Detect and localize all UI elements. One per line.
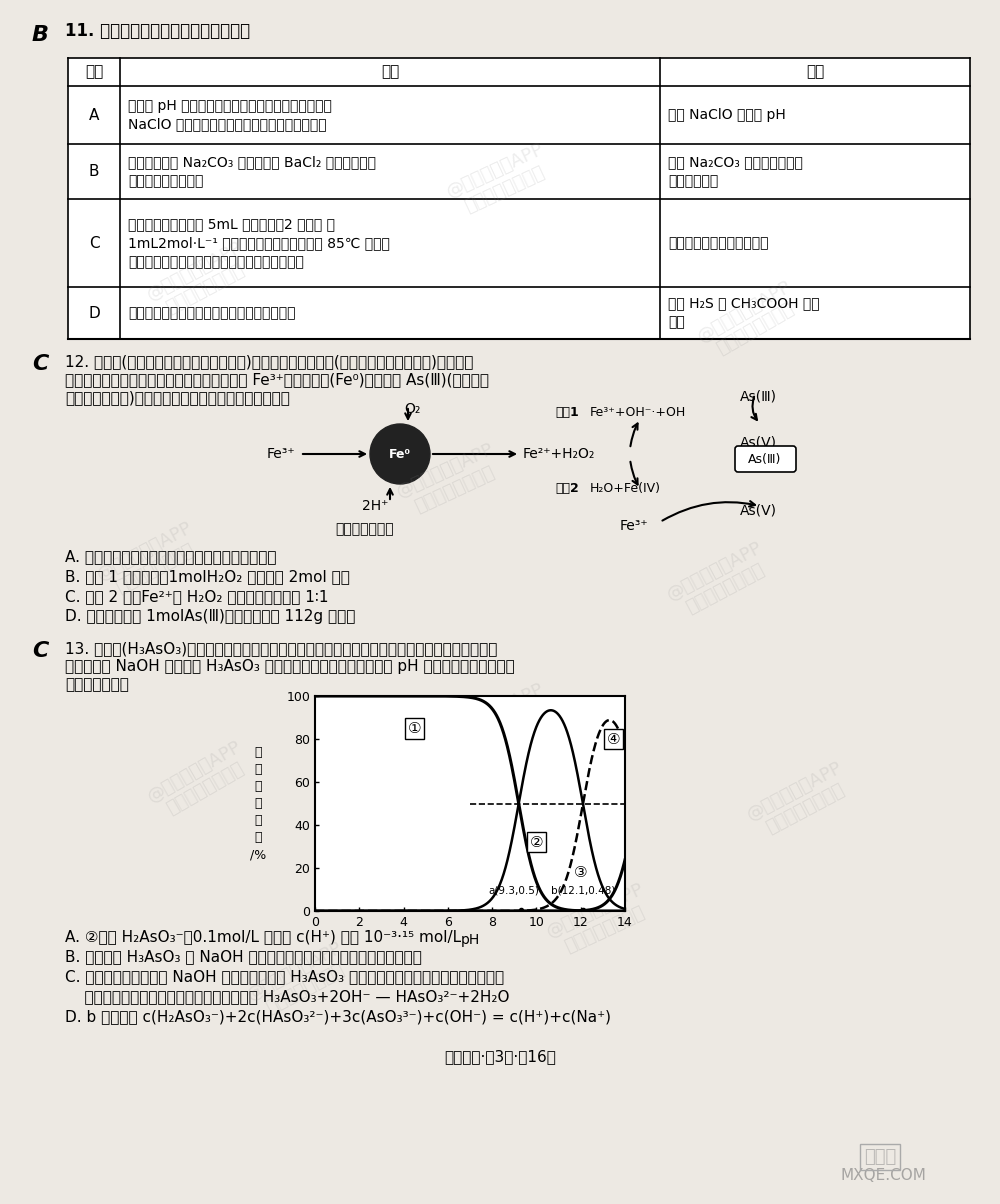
Text: ②: ②	[530, 834, 543, 850]
Text: Fe²⁺+H₂O₂: Fe²⁺+H₂O₂	[523, 447, 595, 461]
Text: C: C	[32, 354, 48, 374]
Text: 说法不正确的是: 说法不正确的是	[65, 677, 129, 692]
Text: @高考直通车APP
海量真题免费下载: @高考直通车APP 海量真题免费下载	[144, 238, 256, 321]
Text: 证明 Na₂CO₃ 溶液中存在碳酸
根的水解平衡: 证明 Na₂CO₃ 溶液中存在碳酸 根的水解平衡	[668, 155, 803, 188]
Text: @高考直通车APP
海量真题免费下载: @高考直通车APP 海量真题免费下载	[695, 277, 805, 364]
Text: D. 若要氧化去除 1molAs(Ⅲ)，则至少需要 112g 纳米鐵: D. 若要氧化去除 1molAs(Ⅲ)，则至少需要 112g 纳米鐵	[65, 609, 355, 624]
Text: @高考直通车APP
海量真题免费下载: @高考直通车APP 海量真题免费下载	[444, 680, 556, 760]
Text: 有机、无机污染物，通过番石榴叶提取液还原 Fe³⁺制备纳米铁(Fe⁰)氧化去除 As(Ⅲ)(罗马数字: 有机、无机污染物，通过番石榴叶提取液还原 Fe³⁺制备纳米铁(Fe⁰)氧化去除 …	[65, 372, 489, 386]
Text: 答案圈: 答案圈	[864, 1147, 896, 1165]
Text: @高考直通车APP
海量真题免费下载: @高考直通车APP 海量真题免费下载	[145, 737, 255, 824]
Circle shape	[370, 424, 430, 484]
Y-axis label: 物
质
的
量
分
数
/%: 物 质 的 量 分 数 /%	[250, 746, 267, 861]
Text: 反应2: 反应2	[555, 482, 579, 495]
Text: Fe³⁺: Fe³⁺	[266, 447, 295, 461]
Text: @高考直通车APP
海量真题免费下载: @高考直通车APP 海量真题免费下载	[394, 441, 506, 520]
Text: 常温下，用 NaOH 溶液滴定 H₃AsO₃ 时，各种微粒的物质的量分数随 pH 的变化如图所示。下列: 常温下，用 NaOH 溶液滴定 H₃AsO₃ 时，各种微粒的物质的量分数随 pH…	[65, 659, 515, 674]
Text: 在醋酸铅稀溶液中通入硫化氢气体，观察现象: 在醋酸铅稀溶液中通入硫化氢气体，观察现象	[128, 306, 296, 320]
Text: a(9.3,0.5): a(9.3,0.5)	[489, 886, 540, 896]
Text: D: D	[88, 306, 100, 320]
Text: b(12.1,0.48): b(12.1,0.48)	[551, 886, 615, 896]
Text: 操作: 操作	[381, 65, 399, 79]
Text: 理科综合·第3页·共16页: 理科综合·第3页·共16页	[444, 1049, 556, 1064]
Text: B: B	[32, 25, 49, 45]
Text: 13. 亚砷酸(H₃AsO₃)作为一种化疗药物，常用于白血病的治疗，其在水溶液中存在多种微粒形态。: 13. 亚砷酸(H₃AsO₃)作为一种化疗药物，常用于白血病的治疗，其在水溶液中…	[65, 641, 497, 656]
Text: C. 以酚酞为指示剂，将 NaOH 溶液逐滴加入到 H₃AsO₃ 溶液中，当溶液由无色变为浅红色时停: C. 以酚酞为指示剂，将 NaOH 溶液逐滴加入到 H₃AsO₃ 溶液中，当溶液…	[65, 969, 504, 984]
Text: C. 反应 2 中，Fe²⁺与 H₂O₂ 的物质的量之比为 1∶1: C. 反应 2 中，Fe²⁺与 H₂O₂ 的物质的量之比为 1∶1	[65, 589, 328, 604]
Text: As(V): As(V)	[740, 504, 777, 518]
X-axis label: pH: pH	[460, 933, 480, 948]
Text: 取一张 pH 试纸放在表面皿上，用洁净的玻璃棒蘸取
NaClO 溶液滴于试纸的中部，与标准比色卡对比: 取一张 pH 试纸放在表面皿上，用洁净的玻璃棒蘸取 NaClO 溶液滴于试纸的中…	[128, 99, 332, 131]
Text: 11. 下列实验操作能达到实验目的的是: 11. 下列实验操作能达到实验目的的是	[65, 22, 250, 40]
Text: As(Ⅲ): As(Ⅲ)	[748, 454, 782, 466]
Text: Fe⁰: Fe⁰	[389, 448, 411, 460]
Text: A: A	[89, 107, 99, 123]
Text: 测定 NaClO 溶液的 pH: 测定 NaClO 溶液的 pH	[668, 108, 786, 122]
Text: 取两支试管，各加入 5mL 淀粉溶液、2 滴碘水 和
1mL2mol·L⁻¹ 的稀硫酸，迅速将一支置于 85℃ 的水浴
中，另一支在室温下反应，观察蓝色褪色的时: 取两支试管，各加入 5mL 淀粉溶液、2 滴碘水 和 1mL2mol·L⁻¹ 的…	[128, 217, 390, 268]
Text: @高考直通车APP
海量真题免费下载: @高考直通车APP 海量真题免费下载	[664, 538, 776, 622]
Text: 止滴加。该过程中主要反应的离子方程式为 H₃AsO₃+2OH⁻ — HAsO₃²⁻+2H₂O: 止滴加。该过程中主要反应的离子方程式为 H₃AsO₃+2OH⁻ — HAsO₃²…	[65, 988, 510, 1004]
Text: C: C	[32, 641, 48, 661]
Text: As(Ⅲ): As(Ⅲ)	[740, 389, 777, 403]
Text: As(V): As(V)	[740, 436, 777, 450]
Text: 判断 H₂S 与 CH₃COOH 酸性
强弱: 判断 H₂S 与 CH₃COOH 酸性 强弱	[668, 296, 820, 330]
Text: 2H⁺: 2H⁺	[362, 498, 388, 513]
Bar	[68, 58, 970, 340]
Text: ④: ④	[607, 732, 621, 746]
FancyBboxPatch shape	[735, 445, 796, 472]
Text: MXQE.COM: MXQE.COM	[840, 1168, 926, 1184]
Text: @高考直通车APP
海量真题免费下载: @高考直通车APP 海量真题免费下载	[244, 938, 356, 1022]
Text: 12. 纳米铁(直径一般从几纳米到几十纳米)可通过不同反应机制(吸附、还原、催化氧化)去除环境: 12. 纳米铁(直径一般从几纳米到几十纳米)可通过不同反应机制(吸附、还原、催化…	[65, 354, 473, 368]
Text: A. ②代表 H₂AsO₃⁻，0.1mol/L 亚砷酸 c(H⁺) 约为 10⁻³·¹⁵ mol/L: A. ②代表 H₂AsO₃⁻，0.1mol/L 亚砷酸 c(H⁺) 约为 10⁻…	[65, 929, 461, 944]
Text: Fe³⁺: Fe³⁺	[620, 519, 649, 533]
Text: 番石榴叶提取液: 番石榴叶提取液	[335, 523, 394, 536]
Text: 目的: 目的	[806, 65, 824, 79]
Text: @高考直通车APP
海量真题免费下载: @高考直通车APP 海量真题免费下载	[94, 518, 206, 602]
Text: H₂O+Fe(IV): H₂O+Fe(IV)	[590, 482, 661, 495]
Text: C: C	[89, 236, 99, 250]
Text: D. b 点溶液中 c(H₂AsO₃⁻)+2c(HAsO₃²⁻)+3c(AsO₃³⁻)+c(OH⁻) = c(H⁺)+c(Na⁺): D. b 点溶液中 c(H₂AsO₃⁻)+2c(HAsO₃²⁻)+3c(AsO₃…	[65, 1009, 611, 1023]
Text: 选项: 选项	[85, 65, 103, 79]
Text: B. 等浓度的 H₃AsO₃ 与 NaOH 等体积混合，所得溶液中水的电离受到促进: B. 等浓度的 H₃AsO₃ 与 NaOH 等体积混合，所得溶液中水的电离受到促…	[65, 949, 422, 964]
Text: B: B	[89, 164, 99, 179]
Text: A. 将纳米鐵与水形成分散系，可以发生丁达尔效应: A. 将纳米鐵与水形成分散系，可以发生丁达尔效应	[65, 549, 276, 563]
Text: 研究温度对反应速率的影响: 研究温度对反应速率的影响	[668, 236, 768, 250]
Text: ①: ①	[408, 721, 421, 736]
Text: O₂: O₂	[404, 402, 420, 417]
Text: @高考直通车APP
海量真题免费下载: @高考直通车APP 海量真题免费下载	[744, 759, 856, 842]
Text: @高考直通车APP
海量真题免费下载: @高考直通车APP 海量真题免费下载	[444, 140, 556, 220]
Text: ③: ③	[574, 864, 588, 880]
Text: 为元素的化合价)的过程如图所示。下列叙述不正确的是: 为元素的化合价)的过程如图所示。下列叙述不正确的是	[65, 390, 290, 405]
Text: 反应1: 反应1	[555, 406, 579, 419]
Text: Fe³⁺+OH⁻·+OH: Fe³⁺+OH⁻·+OH	[590, 406, 686, 419]
Text: 向含有酚酞的 Na₂CO₃ 溶液中滴入 BaCl₂ 溶液至过量，
观察溶液颜色的变化: 向含有酚酞的 Na₂CO₃ 溶液中滴入 BaCl₂ 溶液至过量， 观察溶液颜色的…	[128, 155, 376, 188]
Text: @高考直通车APP
海量真题免费下载: @高考直通车APP 海量真题免费下载	[544, 880, 656, 960]
Text: B. 反应 1 的前半程，1molH₂O₂ 反应转移 2mol 电子: B. 反应 1 的前半程，1molH₂O₂ 反应转移 2mol 电子	[65, 569, 350, 584]
